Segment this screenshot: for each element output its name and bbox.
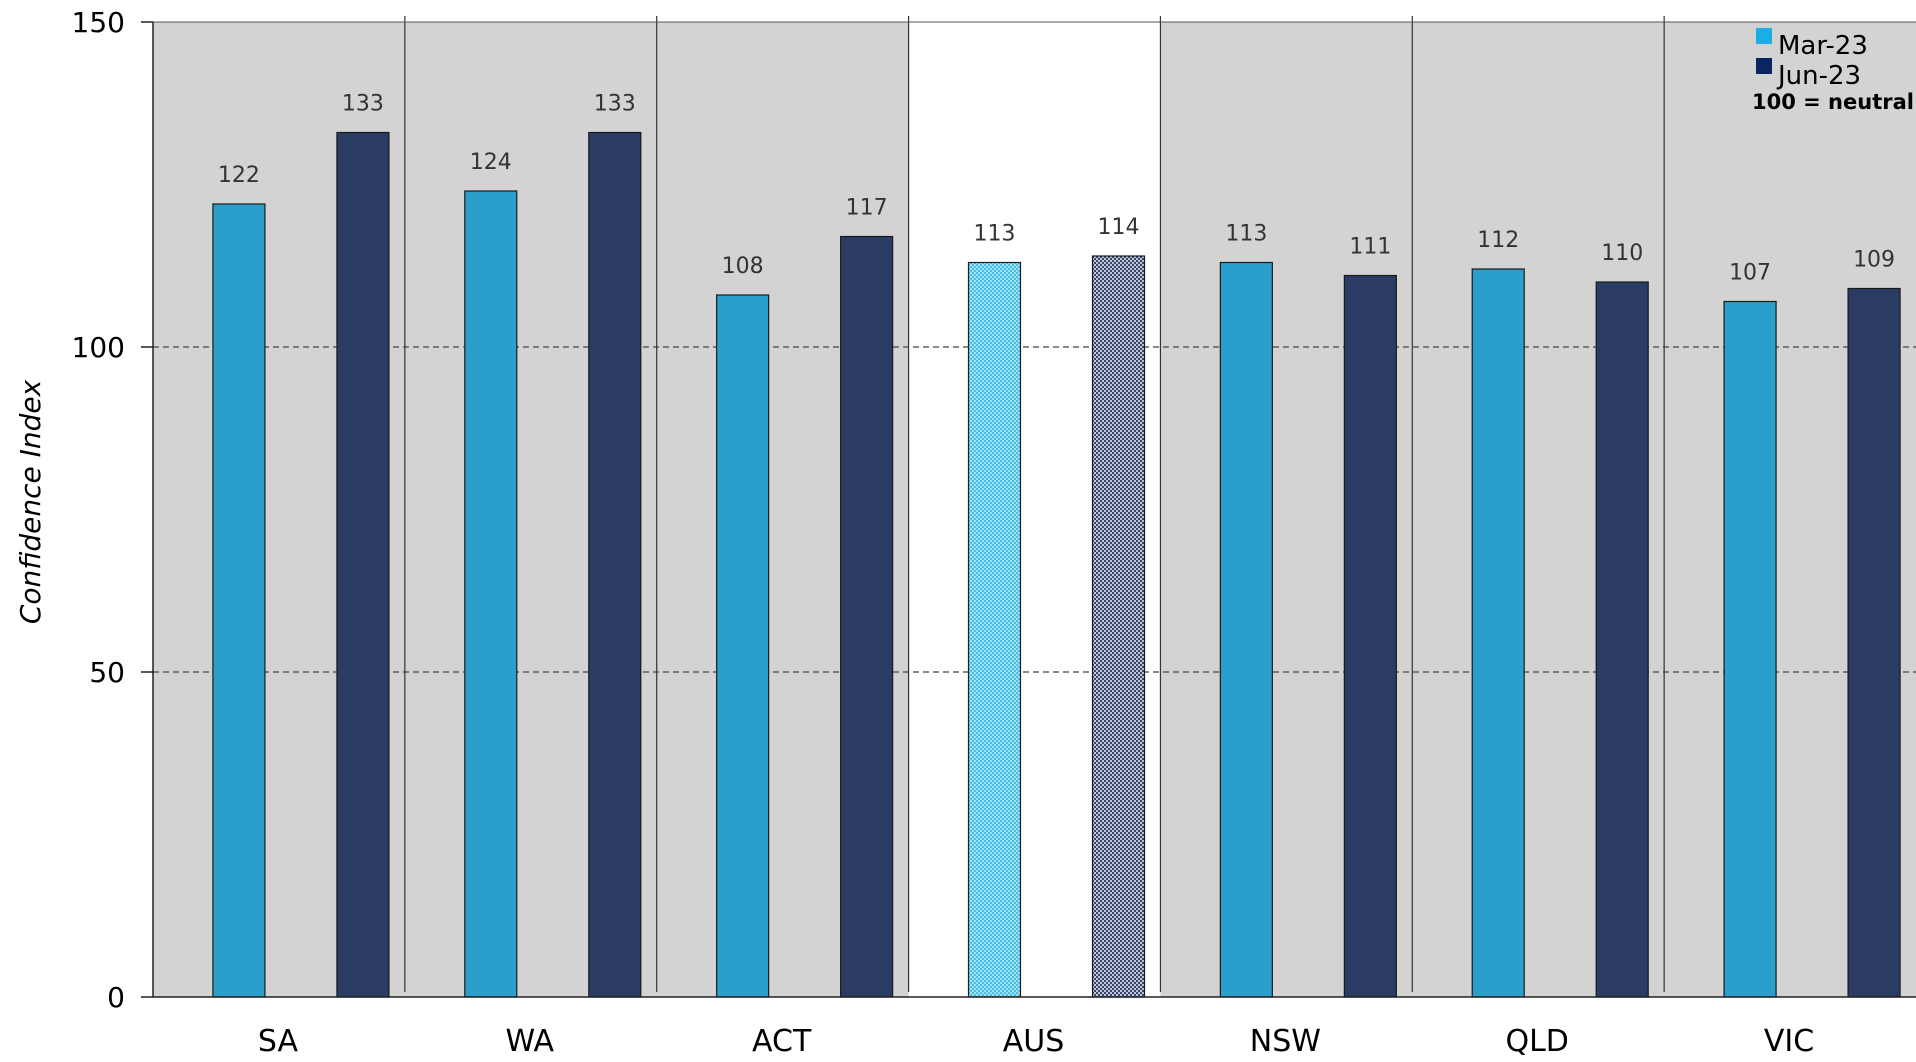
data-label-nsw-jun-23: 111 [1349, 235, 1391, 260]
data-label-act-jun-23: 117 [846, 196, 888, 221]
data-labels: 122 133 124 133 108 117 113 114 113 111 112 110 107 1… [218, 92, 1895, 286]
x-tick-label-nsw: NSW [1250, 1024, 1321, 1059]
x-tick-label-act: ACT [752, 1024, 812, 1059]
legend-label-jun-23: Jun-23 [1776, 61, 1861, 91]
y-tick-label-0: 0 [107, 981, 125, 1014]
bar-aus-jun-23 [1091, 255, 1146, 998]
legend-swatch-jun-23 [1756, 58, 1772, 74]
x-tick-label-qld: QLD [1505, 1024, 1568, 1059]
legend-swatch-mar-23 [1756, 28, 1772, 44]
y-tick-label-100: 100 [72, 331, 125, 364]
data-label-vic-jun-23: 109 [1853, 248, 1895, 273]
data-label-qld-mar-23: 112 [1477, 228, 1519, 253]
bar-qld-jun-23 [1595, 281, 1649, 998]
data-label-qld-jun-23: 110 [1601, 241, 1643, 266]
bar-aus-mar-23 [967, 261, 1022, 998]
y-axis-title: Confidence Index [14, 379, 47, 624]
bar-wa-mar-23 [464, 190, 518, 998]
x-tick-label-aus: AUS [1003, 1024, 1065, 1059]
data-label-wa-mar-23: 124 [470, 150, 512, 175]
legend-note: 100 = neutral [1752, 90, 1914, 114]
category-panels [153, 22, 1916, 997]
bar-sa-jun-23 [336, 131, 390, 998]
y-tick-label-150: 150 [72, 6, 125, 39]
data-label-act-mar-23: 108 [722, 254, 764, 279]
y-tick-label-50: 50 [89, 656, 125, 689]
bar-wa-jun-23 [588, 131, 642, 998]
bar-vic-jun-23 [1847, 287, 1901, 998]
data-label-vic-mar-23: 107 [1729, 261, 1771, 286]
bar-qld-mar-23 [1471, 268, 1525, 998]
category-separators [404, 16, 1665, 992]
bar-sa-mar-23 [212, 203, 266, 998]
data-label-nsw-mar-23: 113 [1225, 222, 1267, 247]
legend-label-mar-23: Mar-23 [1778, 31, 1868, 61]
bar-act-mar-23 [716, 294, 770, 998]
data-label-aus-mar-23: 113 [974, 222, 1016, 247]
y-tick-labels: 0 50 100 150 [72, 6, 153, 1014]
x-tick-label-sa: SA [258, 1024, 299, 1059]
x-tick-labels: SA WA ACT AUS NSW QLD VIC [258, 1024, 1814, 1059]
x-tick-label-wa: WA [506, 1024, 555, 1059]
data-label-sa-mar-23: 122 [218, 163, 260, 188]
bar-nsw-mar-23 [1219, 261, 1273, 998]
axes [152, 21, 1916, 998]
data-label-sa-jun-23: 133 [342, 92, 384, 117]
data-label-aus-jun-23: 114 [1098, 215, 1140, 240]
bar-vic-mar-23 [1723, 300, 1777, 998]
data-label-wa-jun-23: 133 [594, 92, 636, 117]
bars [212, 131, 1901, 998]
bar-nsw-jun-23 [1343, 274, 1397, 998]
bar-act-jun-23 [840, 235, 894, 998]
gridlines [153, 346, 1916, 673]
x-tick-label-vic: VIC [1764, 1024, 1814, 1059]
